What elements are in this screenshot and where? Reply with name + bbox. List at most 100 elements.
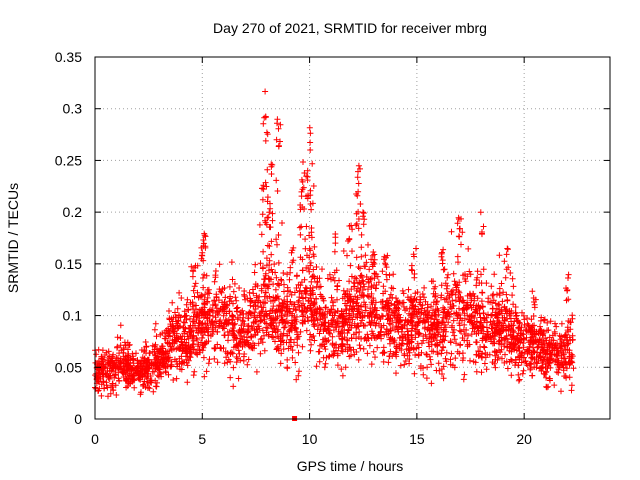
data-point: [241, 288, 248, 294]
data-point: [192, 262, 199, 269]
chart-title: Day 270 of 2021, SRMTID for receiver mbr…: [213, 20, 487, 36]
data-point: [278, 276, 284, 283]
data-point: [377, 329, 384, 336]
data-point: [360, 322, 367, 329]
data-point: [489, 305, 496, 312]
data-point: [227, 293, 234, 300]
data-point: [353, 275, 360, 282]
data-point: [462, 278, 469, 285]
data-point: [387, 315, 394, 321]
data-point: [211, 345, 218, 351]
data-point: [459, 357, 466, 364]
data-point: [171, 328, 177, 335]
data-point: [306, 124, 313, 131]
data-point: [187, 315, 193, 322]
data-point: [383, 326, 390, 333]
data-point: [443, 295, 450, 302]
data-point: [310, 273, 316, 279]
data-point: [194, 336, 201, 343]
data-point: [428, 303, 435, 310]
data-point: [355, 188, 362, 195]
data-point: [510, 283, 517, 290]
data-point: [192, 280, 199, 287]
data-point: [127, 357, 134, 364]
data-point: [492, 300, 499, 307]
data-point: [531, 356, 538, 363]
data-point: [307, 247, 314, 254]
data-point: [308, 334, 315, 341]
data-point: [353, 324, 360, 331]
data-point: [272, 329, 279, 336]
data-point: [535, 358, 542, 364]
data-point: [322, 335, 329, 342]
data-point: [354, 174, 361, 181]
data-point: [195, 330, 202, 337]
data-point: [113, 392, 120, 398]
data-point: [224, 329, 231, 335]
data-point: [294, 334, 301, 341]
data-point: [258, 308, 265, 315]
data-point: [490, 297, 497, 304]
data-point: [332, 234, 339, 241]
data-point: [418, 309, 425, 316]
data-point: [519, 309, 525, 316]
data-point: [201, 304, 208, 311]
data-point: [93, 351, 100, 358]
data-point: [325, 323, 332, 330]
data-point: [125, 351, 132, 357]
data-point: [289, 247, 296, 254]
data-point: [452, 297, 459, 304]
data-point: [440, 332, 446, 339]
data-point: [419, 291, 426, 297]
data-point: [180, 319, 187, 326]
data-point: [166, 308, 172, 314]
data-point: [115, 375, 122, 382]
data-point: [114, 334, 121, 341]
data-point: [200, 344, 207, 351]
data-point: [297, 287, 303, 294]
data-point: [357, 265, 363, 272]
data-point: [166, 348, 173, 354]
data-point: [429, 331, 436, 337]
data-point: [514, 318, 521, 325]
data-point: [288, 322, 295, 329]
data-point: [545, 342, 552, 349]
data-point: [290, 257, 297, 264]
data-point: [107, 390, 114, 397]
data-point: [244, 295, 251, 302]
data-point: [398, 328, 405, 335]
data-point: [239, 343, 246, 350]
data-point: [368, 275, 375, 282]
data-point: [480, 223, 487, 230]
data-point: [295, 372, 302, 379]
data-point: [263, 129, 270, 136]
data-point: [422, 298, 429, 305]
data-point: [387, 340, 393, 347]
data-point: [214, 328, 221, 335]
data-point: [233, 354, 240, 360]
x-tick-label: 0: [91, 431, 99, 447]
data-point: [346, 353, 353, 360]
data-point: [311, 301, 318, 308]
data-point: [183, 301, 190, 308]
data-point: [553, 323, 560, 330]
data-point: [359, 309, 366, 316]
data-point: [224, 302, 231, 309]
data-point: [212, 324, 219, 331]
data-point: [172, 309, 178, 316]
data-point: [190, 287, 197, 294]
data-point: [512, 340, 519, 347]
data-point: [432, 332, 439, 339]
data-point: [133, 350, 139, 357]
data-point: [566, 374, 573, 381]
data-point: [100, 361, 107, 368]
data-point: [456, 350, 463, 357]
data-point: [159, 361, 166, 368]
data-point: [330, 348, 337, 355]
data-point: [329, 299, 336, 306]
data-point: [364, 331, 371, 338]
data-point: [355, 180, 362, 187]
data-point: [348, 286, 355, 293]
data-point: [160, 360, 167, 367]
data-point: [402, 358, 409, 364]
